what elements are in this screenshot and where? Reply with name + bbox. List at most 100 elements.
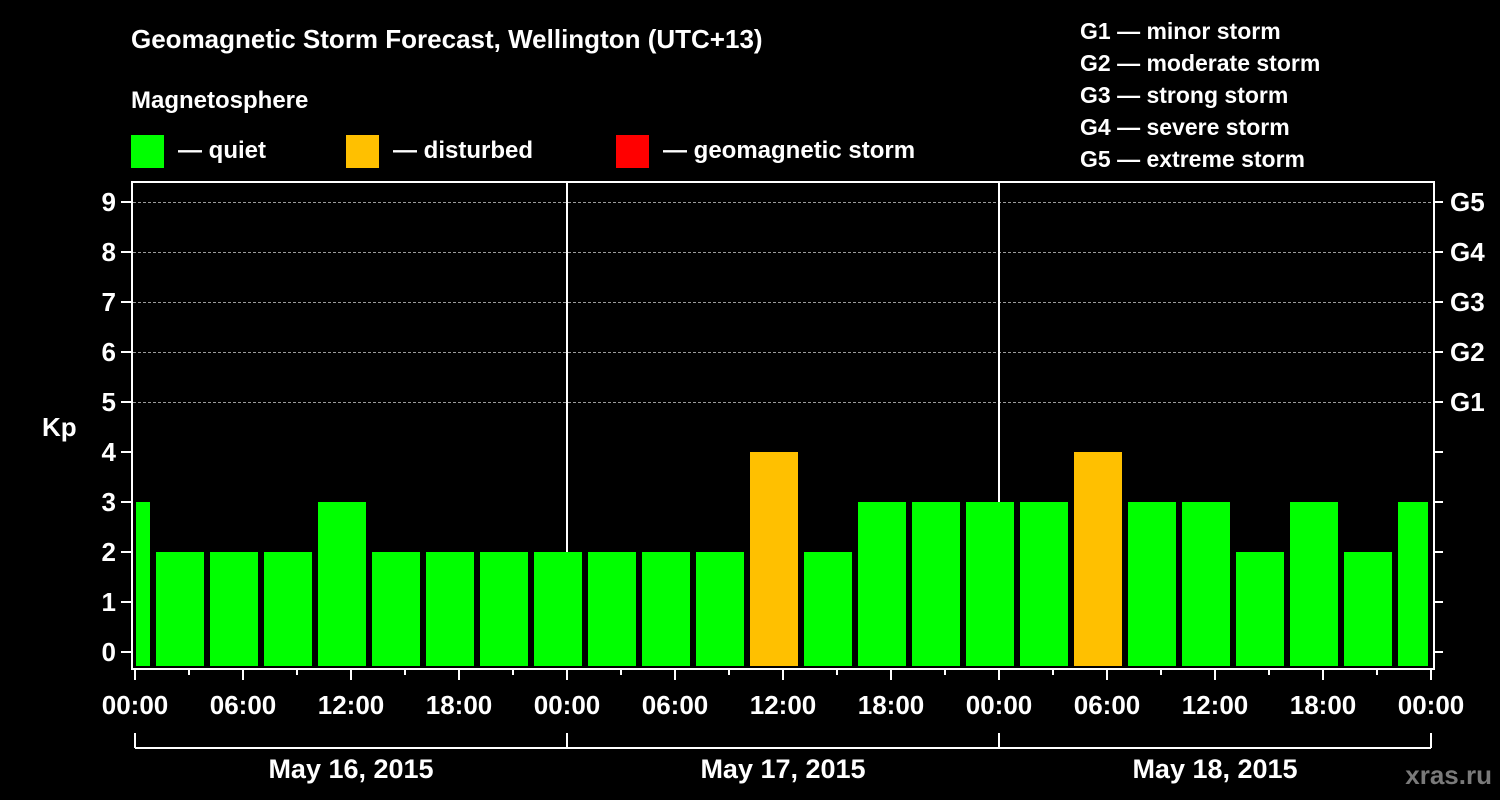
x-tick-minor bbox=[620, 668, 622, 675]
x-tick-label: 12:00 bbox=[317, 690, 385, 720]
kp-bar bbox=[1398, 502, 1428, 666]
legend-item: — quiet bbox=[131, 134, 266, 168]
g-scale-label: G1 bbox=[1450, 387, 1485, 417]
date-bracket-line bbox=[135, 747, 1431, 749]
x-tick-label: 00:00 bbox=[533, 690, 601, 720]
g-scale-label: G5 bbox=[1450, 187, 1485, 217]
x-tick-minor bbox=[1160, 668, 1162, 675]
x-tick-major bbox=[458, 668, 460, 680]
y-tick bbox=[121, 301, 131, 303]
y-tick bbox=[121, 201, 131, 203]
legend-subtitle: Magnetosphere bbox=[131, 87, 309, 114]
x-tick-major bbox=[782, 668, 784, 680]
kp-bar bbox=[156, 552, 204, 666]
g-legend-item: G4 — severe storm bbox=[1080, 114, 1290, 140]
kp-bar bbox=[372, 552, 420, 666]
grid-line bbox=[133, 352, 1431, 353]
y-tick-label: 2 bbox=[101, 537, 116, 567]
kp-bar bbox=[480, 552, 528, 666]
x-tick-major bbox=[890, 668, 892, 680]
date-label: May 16, 2015 bbox=[268, 754, 434, 784]
date-bracket-tick bbox=[134, 733, 136, 748]
x-tick-minor bbox=[728, 668, 730, 675]
g-scale-legend: G1 — minor storm G2 — moderate storm G3 … bbox=[1080, 15, 1320, 175]
kp-bar bbox=[1128, 502, 1176, 666]
x-tick-major bbox=[1106, 668, 1108, 680]
y-tick-label: 9 bbox=[101, 187, 116, 217]
kp-bar bbox=[264, 552, 312, 666]
y-tick-label: 3 bbox=[101, 487, 116, 517]
kp-bar bbox=[1290, 502, 1338, 666]
legend-swatch bbox=[616, 134, 649, 168]
x-tick-minor bbox=[836, 668, 838, 675]
y-tick-right bbox=[1433, 451, 1443, 453]
y-tick-label: 5 bbox=[101, 387, 116, 417]
chart-title: Geomagnetic Storm Forecast, Wellington (… bbox=[131, 24, 763, 54]
y-tick-right bbox=[1433, 351, 1443, 353]
x-tick-label: 18:00 bbox=[425, 690, 493, 720]
kp-bar bbox=[858, 502, 906, 666]
g-legend-item: G2 — moderate storm bbox=[1080, 50, 1321, 76]
y-tick bbox=[121, 551, 131, 553]
kp-bar bbox=[750, 452, 798, 666]
x-tick-minor bbox=[1376, 668, 1378, 675]
grid-line bbox=[133, 402, 1431, 403]
x-tick-major bbox=[674, 668, 676, 680]
kp-bar bbox=[1236, 552, 1284, 666]
kp-bar bbox=[642, 552, 690, 666]
x-tick-major bbox=[1430, 668, 1432, 680]
y-tick bbox=[121, 501, 131, 503]
watermark: xras.ru bbox=[1405, 760, 1492, 790]
g-legend-item: G5 — extreme storm bbox=[1080, 146, 1305, 172]
x-tick-major bbox=[134, 668, 136, 680]
x-tick-minor bbox=[296, 668, 298, 675]
y-tick-right bbox=[1433, 201, 1443, 203]
x-tick-label: 00:00 bbox=[965, 690, 1033, 720]
kp-bar bbox=[588, 552, 636, 666]
x-tick-major bbox=[242, 668, 244, 680]
y-tick bbox=[121, 601, 131, 603]
date-bracket-tick bbox=[566, 733, 568, 748]
kp-bar bbox=[696, 552, 744, 666]
x-tick-minor bbox=[188, 668, 190, 675]
legend-item: — disturbed bbox=[346, 134, 533, 168]
y-tick bbox=[121, 401, 131, 403]
y-tick-right bbox=[1433, 501, 1443, 503]
y-tick-label: 0 bbox=[101, 637, 116, 667]
x-tick-label: 12:00 bbox=[749, 690, 817, 720]
g-legend-item: G3 — strong storm bbox=[1080, 82, 1289, 108]
legend-label: — quiet bbox=[178, 137, 266, 164]
x-tick-minor bbox=[1052, 668, 1054, 675]
x-tick-minor bbox=[1268, 668, 1270, 675]
y-tick-label: 8 bbox=[101, 237, 116, 267]
x-tick-label: 00:00 bbox=[101, 690, 169, 720]
g-scale-label: G2 bbox=[1450, 337, 1485, 367]
kp-bar bbox=[210, 552, 258, 666]
kp-bar bbox=[318, 502, 366, 666]
y-tick bbox=[121, 651, 131, 653]
kp-bar bbox=[912, 502, 960, 666]
x-tick-label: 06:00 bbox=[209, 690, 277, 720]
kp-bar bbox=[966, 502, 1014, 666]
y-tick-right bbox=[1433, 301, 1443, 303]
y-tick-label: 7 bbox=[101, 287, 116, 317]
g-legend-item: G1 — minor storm bbox=[1080, 18, 1281, 44]
g-scale-label: G3 bbox=[1450, 287, 1485, 317]
y-tick-label: 6 bbox=[101, 337, 116, 367]
grid-line bbox=[133, 302, 1431, 303]
kp-bar bbox=[804, 552, 852, 666]
y-tick bbox=[121, 251, 131, 253]
x-tick-minor bbox=[944, 668, 946, 675]
kp-bar bbox=[1020, 502, 1068, 666]
y-tick-right bbox=[1433, 651, 1443, 653]
y-tick-right bbox=[1433, 401, 1443, 403]
y-tick-label: 1 bbox=[101, 587, 116, 617]
x-tick-label: 06:00 bbox=[641, 690, 709, 720]
grid-line bbox=[133, 202, 1431, 203]
x-tick-major bbox=[566, 668, 568, 680]
kp-bar bbox=[136, 502, 150, 666]
y-tick-right bbox=[1433, 251, 1443, 253]
x-tick-label: 12:00 bbox=[1181, 690, 1249, 720]
x-tick-minor bbox=[512, 668, 514, 675]
grid-line bbox=[133, 252, 1431, 253]
